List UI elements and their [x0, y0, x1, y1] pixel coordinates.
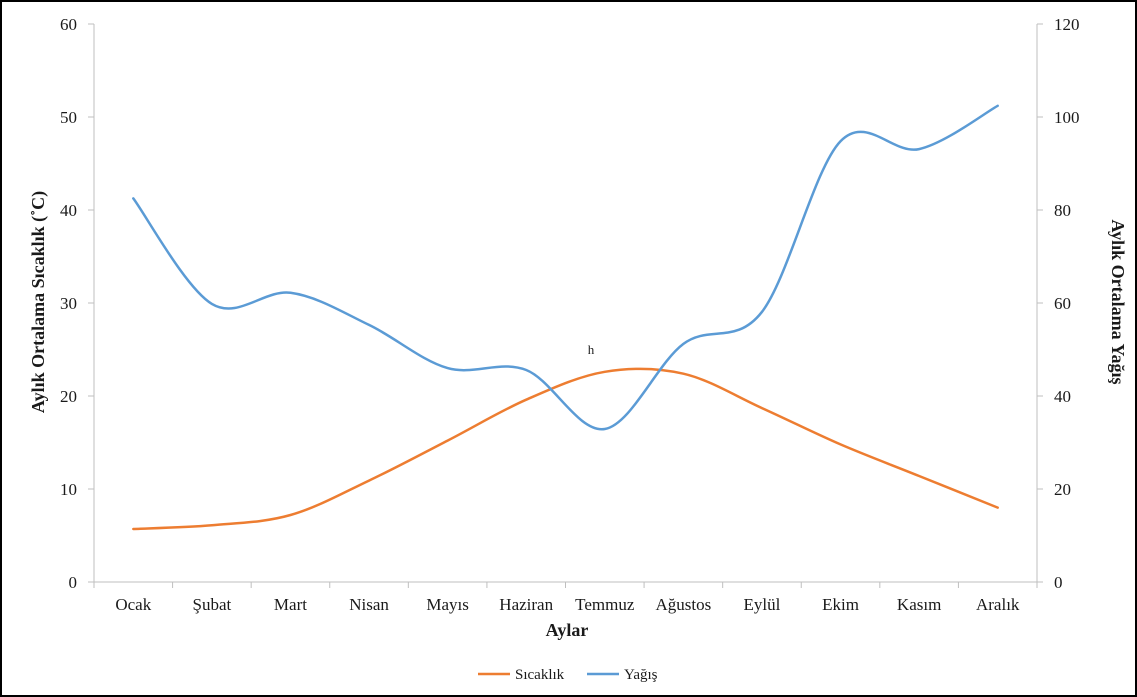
x-tick-label: Şubat [193, 595, 232, 614]
right-tick-label: 60 [1054, 294, 1071, 313]
right-tick-label: 120 [1054, 15, 1080, 34]
right-axis-ticks: 0 20 40 60 80 100 120 [1037, 15, 1080, 592]
legend-label-yagis: Yağış [624, 667, 658, 683]
x-tick-label: Nisan [349, 595, 389, 614]
left-tick-label: 60 [60, 15, 77, 34]
right-tick-label: 100 [1054, 108, 1080, 127]
x-tick-label: Ağustos [656, 595, 712, 614]
x-tick-label: Temmuz [575, 595, 635, 614]
series-lines [132, 104, 999, 531]
x-tick-label: Ekim [822, 595, 859, 614]
right-tick-label: 80 [1054, 201, 1071, 220]
right-axis-title: Aylık Ortalama Yağış [1108, 220, 1128, 385]
right-tick-label: 0 [1054, 573, 1063, 592]
left-tick-label: 0 [69, 573, 78, 592]
x-axis-ticks: Ocak Şubat Mart Nisan Mayıs Haziran Temmuz Ağus… [93, 582, 1038, 614]
annotation-label: h [588, 342, 595, 357]
legend-label-sicaklik: Sıcaklık [515, 667, 565, 683]
left-tick-label: 10 [60, 480, 77, 499]
left-tick-label: 50 [60, 108, 77, 127]
right-tick-label: 40 [1054, 387, 1071, 406]
x-tick-label: Mart [274, 595, 307, 614]
x-tick-label: Ocak [115, 595, 151, 614]
series-line-sicaklik [132, 367, 999, 531]
right-tick-label: 20 [1054, 480, 1071, 499]
axes [93, 24, 1038, 583]
left-axis-title: Aylık Ortalama Sıcaklık (˚C) [28, 191, 49, 413]
x-tick-label: Kasım [897, 595, 941, 614]
x-axis-title: Aylar [546, 620, 589, 640]
x-tick-label: Haziran [499, 595, 553, 614]
left-tick-label: 30 [60, 294, 77, 313]
left-axis-ticks: 0 10 20 30 40 50 60 [60, 15, 94, 592]
series-line-yagis [132, 104, 999, 431]
legend: Sıcaklık Yağış [478, 667, 658, 683]
left-tick-label: 20 [60, 387, 77, 406]
left-tick-label: 40 [60, 201, 77, 220]
x-tick-label: Eylül [744, 595, 781, 614]
x-tick-label: Mayıs [426, 595, 469, 614]
x-tick-label: Aralık [976, 595, 1020, 614]
